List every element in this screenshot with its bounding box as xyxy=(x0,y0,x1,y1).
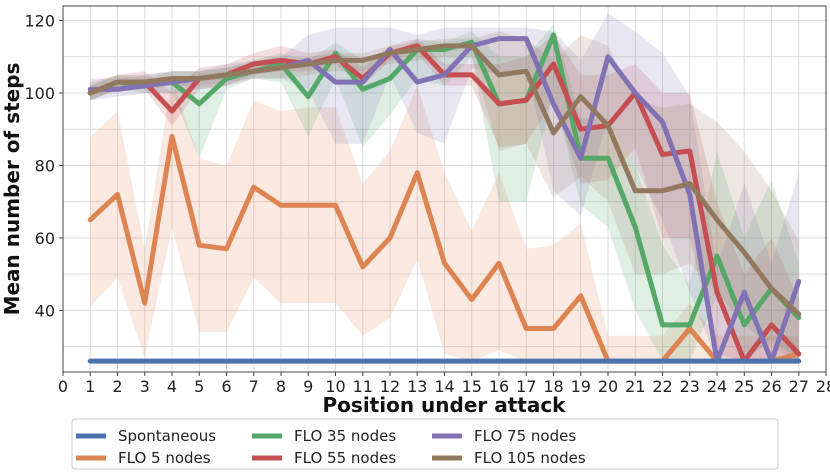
x-tick-label: 6 xyxy=(221,377,231,396)
series-lines xyxy=(87,32,802,364)
band-flo-5-nodes xyxy=(90,78,799,362)
x-tick-label: 12 xyxy=(380,377,400,396)
x-tick-label: 28 xyxy=(816,377,830,396)
x-tick-label: 15 xyxy=(462,377,482,396)
legend-entry-label: Spontaneous xyxy=(118,427,216,445)
x-tick-label: 19 xyxy=(571,377,591,396)
y-tick-label: 40 xyxy=(35,301,55,320)
x-tick-label: 4 xyxy=(167,377,177,396)
x-tick-label: 21 xyxy=(625,377,645,396)
x-tick-label: 3 xyxy=(140,377,150,396)
band-flo-55-nodes xyxy=(90,34,799,362)
x-tick-label: 11 xyxy=(353,377,373,396)
legend-entry-label: FLO 75 nodes xyxy=(474,427,576,445)
y-tick-labels: 40 60 80 100 120 xyxy=(24,11,63,320)
x-tick-label: 23 xyxy=(680,377,700,396)
x-tick-label: 14 xyxy=(434,377,454,396)
series-line-flo-105-nodes xyxy=(87,43,802,317)
x-tick-label: 22 xyxy=(652,377,672,396)
series-line-flo-35-nodes xyxy=(87,32,802,328)
x-tick-label: 9 xyxy=(303,377,313,396)
legend-entry-label: FLO 55 nodes xyxy=(294,449,396,467)
x-tick-label: 10 xyxy=(325,377,345,396)
legend-entry-label: FLO 5 nodes xyxy=(118,449,211,467)
y-tick-label: 60 xyxy=(35,229,55,248)
y-tick-label: 100 xyxy=(24,84,55,103)
x-tick-label: 18 xyxy=(543,377,563,396)
x-tick-label: 16 xyxy=(489,377,509,396)
x-tick-label: 24 xyxy=(707,377,727,396)
grid xyxy=(62,6,827,372)
x-tick-label: 1 xyxy=(85,377,95,396)
band-flo-105-nodes xyxy=(90,31,799,362)
x-tick-label: 26 xyxy=(761,377,781,396)
series-line-flo-5-nodes xyxy=(87,133,802,364)
legend: Spontaneous FLO 5 nodes FLO 35 nodes FLO 55… xyxy=(71,418,779,470)
legend-box xyxy=(71,418,779,470)
x-tick-label: 17 xyxy=(516,377,536,396)
x-tick-label: 0 xyxy=(58,377,68,396)
x-tick-label: 25 xyxy=(734,377,754,396)
band-flo-75-nodes xyxy=(90,13,799,362)
x-tick-label: 5 xyxy=(194,377,204,396)
x-tick-label: 8 xyxy=(276,377,286,396)
legend-entry-label: FLO 35 nodes xyxy=(294,427,396,445)
y-tick-label: 120 xyxy=(24,11,55,30)
x-tick-label: 20 xyxy=(598,377,618,396)
y-tick-label: 80 xyxy=(35,156,55,175)
x-tick-label: 2 xyxy=(112,377,122,396)
x-tick-label: 13 xyxy=(407,377,427,396)
legend-entry-label: FLO 105 nodes xyxy=(474,449,586,467)
x-axis-label: Position under attack xyxy=(323,393,567,417)
x-tick-label: 27 xyxy=(789,377,809,396)
y-axis-label: Mean number of steps xyxy=(0,63,24,316)
x-tick-label: 7 xyxy=(249,377,259,396)
confidence-bands xyxy=(90,13,799,362)
x-tick-labels: 0 1 2 3 4 5 6 7 8 9 10 11 12 13 14 15 16 17 18 19 20 21 22 23 24… xyxy=(58,372,830,396)
